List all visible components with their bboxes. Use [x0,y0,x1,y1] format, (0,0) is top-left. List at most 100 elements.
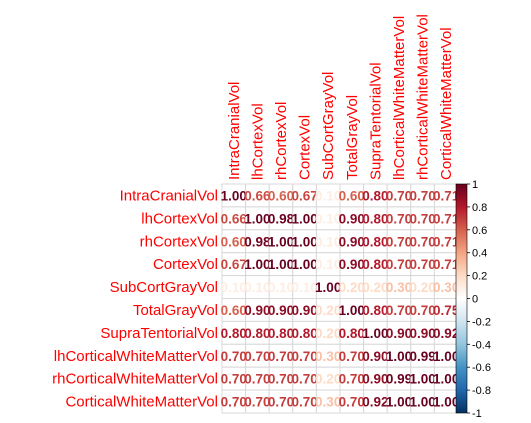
cell-value: 1.00 [433,395,459,410]
cell-value: 0.70 [244,395,270,410]
colorbar [456,184,467,413]
cell-value: 0.10 [268,280,294,295]
cell-value: 0.20 [339,280,365,295]
cell-value: 0.20 [362,280,388,295]
cell-value: 0.90 [362,372,388,387]
cell-value: 0.70 [386,211,412,226]
cell-value: 0.10 [315,188,341,203]
colorbar-tick-label: -1 [472,408,482,420]
cell-value: 1.00 [291,211,317,226]
colorbar-tick-label: 0.8 [472,202,487,214]
cell-value: 0.70 [386,234,412,249]
column-label: TotalGrayVol [344,95,361,180]
row-label: rhCortexVol [140,233,218,250]
cell-value: 1.00 [409,395,435,410]
colorbar-tick-label: -0.2 [472,316,491,328]
cell-value: 0.70 [409,303,435,318]
row-label: rhCorticalWhiteMatterVol [52,371,218,388]
cell-value: 1.00 [409,372,435,387]
cell-value: 0.90 [339,211,365,226]
cell-value: 0.10 [315,257,341,272]
cell-value: 0.90 [244,303,270,318]
cell-value: 0.80 [362,188,388,203]
cell-value: 0.30 [315,349,341,364]
cell-value: 0.10 [244,280,270,295]
cell-value: 0.67 [221,257,247,272]
cell-value: 0.60 [221,234,247,249]
row-label: SubCortGrayVol [110,279,218,296]
cell-value: 0.90 [339,234,365,249]
heatmap-cells: 1.000.660.600.670.100.600.800.700.700.71… [221,184,460,413]
column-label: rhCortexVol [273,102,290,180]
cell-value: 1.00 [244,257,270,272]
cell-value: 1.00 [362,326,388,341]
colorbar-tick-label: -0.8 [472,385,491,397]
cell-value: 0.90 [291,303,317,318]
column-label: SubCortGrayVol [320,72,337,180]
cell-value: 0.80 [362,303,388,318]
cell-value: 0.67 [291,188,317,203]
cell-value: 1.00 [339,303,365,318]
cell-value: 0.70 [244,372,270,387]
cell-value: 1.00 [221,188,247,203]
cell-value: 0.70 [409,188,435,203]
colorbar-tick-label: 0.6 [472,225,487,237]
cell-value: 0.80 [362,234,388,249]
colorbar-tick-label: 0 [472,294,478,306]
cell-value: 1.00 [268,257,294,272]
colorbar-tick-label: -0.4 [472,339,491,351]
cell-value: 0.70 [221,372,247,387]
cell-value: 0.20 [315,372,341,387]
cell-value: 0.20 [315,303,341,318]
row-label: TotalGrayVol [133,302,218,319]
cell-value: 0.90 [362,349,388,364]
cell-value: 0.70 [268,395,294,410]
colorbar-tick-label: -0.6 [472,362,491,374]
row-labels: IntraCranialVollhCortexVolrhCortexVolCor… [52,187,218,410]
cell-value: 0.92 [362,395,388,410]
cell-value: 0.30 [315,395,341,410]
cell-value: 0.10 [291,280,317,295]
cell-value: 0.20 [315,326,341,341]
cell-value: 0.10 [315,234,341,249]
cell-value: 0.70 [409,234,435,249]
cell-value: 0.80 [244,326,270,341]
cell-value: 0.80 [362,211,388,226]
cell-value: 1.00 [386,349,412,364]
cell-value: 0.10 [315,211,341,226]
column-label: lhCorticalWhiteMatterVol [391,16,408,180]
cell-value: 0.92 [433,326,459,341]
column-label: SupraTentorialVol [367,62,384,180]
row-label: CortexVol [153,256,218,273]
cell-value: 0.70 [291,372,317,387]
cell-value: 0.80 [362,257,388,272]
column-label: IntraCranialVol [226,82,243,180]
cell-value: 1.00 [433,372,459,387]
cell-value: 0.80 [268,326,294,341]
cell-value: 0.70 [409,211,435,226]
cell-value: 0.70 [221,349,247,364]
cell-value: 0.20 [409,280,435,295]
cell-value: 0.70 [386,257,412,272]
cell-value: 0.70 [386,188,412,203]
column-label: rhCorticalWhiteMatterVol [415,14,432,180]
cell-value: 0.70 [409,257,435,272]
cell-value: 0.30 [433,280,459,295]
cell-value: 0.90 [268,303,294,318]
column-label: lhCortexVol [249,103,266,180]
cell-value: 0.90 [339,257,365,272]
colorbar-tick-label: 1 [472,179,478,191]
cell-value: 0.90 [386,326,412,341]
row-label: lhCortexVol [141,210,218,227]
cell-value: 0.80 [339,326,365,341]
cell-value: 1.00 [244,211,270,226]
colorbar-tick-label: 0.4 [472,248,487,260]
cell-value: 1.00 [268,234,294,249]
cell-value: 0.70 [339,395,365,410]
row-label: CorticalWhiteMatterVol [65,394,218,411]
cell-value: 0.70 [291,395,317,410]
cell-value: 0.99 [386,372,412,387]
cell-value: 0.90 [409,326,435,341]
cell-value: 0.60 [221,303,247,318]
